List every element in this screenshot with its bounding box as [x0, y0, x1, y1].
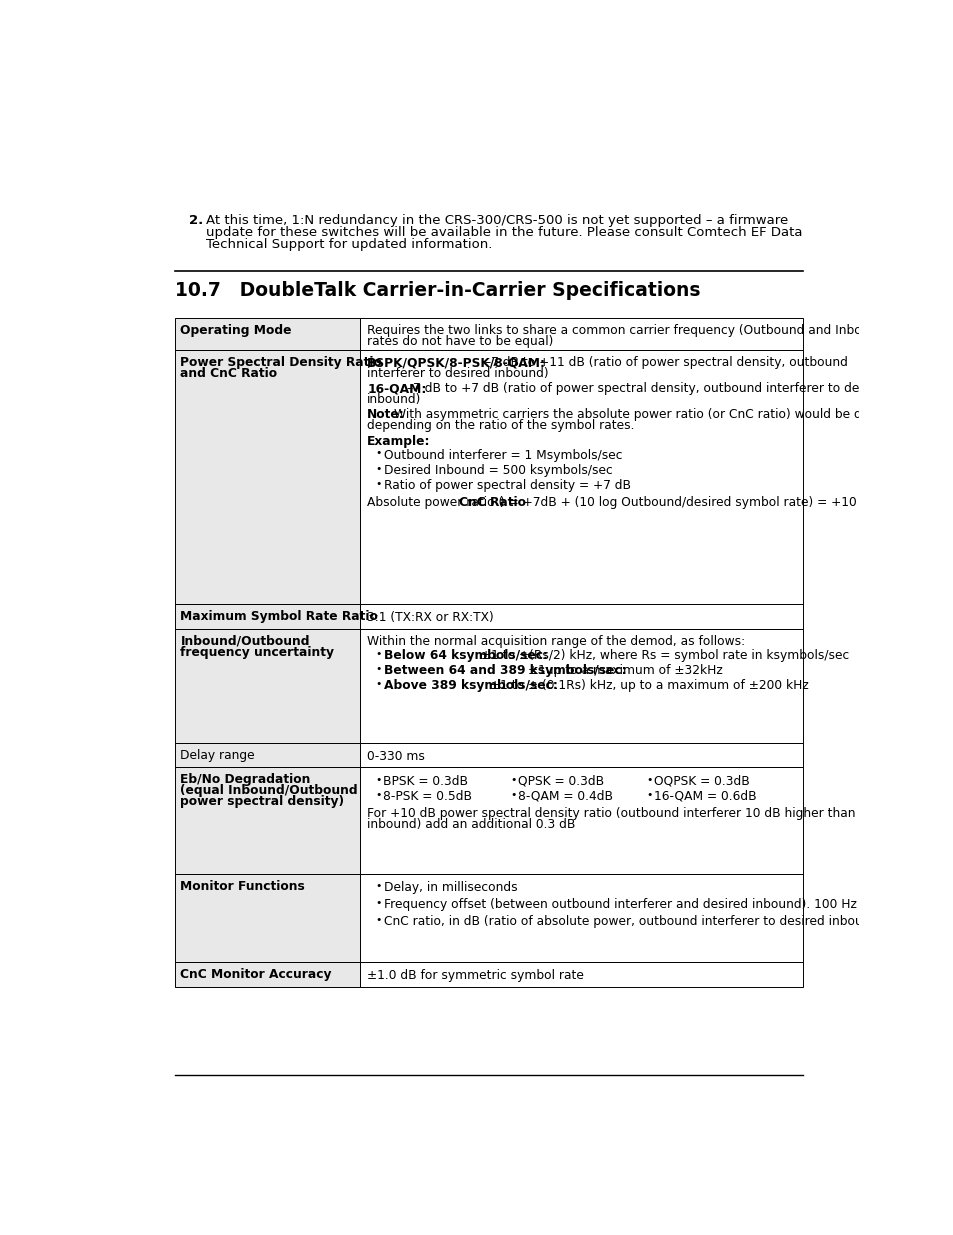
- Text: power spectral density): power spectral density): [180, 795, 344, 808]
- Text: Frequency offset (between outbound interferer and desired inbound). 100 Hz resol: Frequency offset (between outbound inter…: [384, 898, 921, 911]
- Text: 10.7 DoubleTalk Carrier-in-Carrier Specifications: 10.7 DoubleTalk Carrier-in-Carrier Speci…: [174, 280, 700, 300]
- Text: Below 64 ksymbols/sec:: Below 64 ksymbols/sec:: [384, 650, 548, 662]
- Text: With asymmetric carriers the absolute power ratio (or CnC ratio) would be differ: With asymmetric carriers the absolute po…: [394, 409, 909, 421]
- Text: 2.: 2.: [189, 214, 203, 227]
- Text: At this time, 1:N redundancy in the CRS-300/CRS-500 is not yet supported – a fir: At this time, 1:N redundancy in the CRS-…: [206, 214, 787, 227]
- Text: Between 64 and 389 ksymbols/sec:: Between 64 and 389 ksymbols/sec:: [384, 664, 626, 677]
- Text: Note:: Note:: [367, 409, 404, 421]
- Text: 16-QAM = 0.6dB: 16-QAM = 0.6dB: [653, 789, 756, 803]
- Bar: [360, 350, 802, 604]
- Text: Outbound interferer = 1 Msymbols/sec: Outbound interferer = 1 Msymbols/sec: [384, 448, 622, 462]
- Text: •: •: [375, 915, 381, 925]
- Text: BPSK = 0.3dB: BPSK = 0.3dB: [382, 776, 467, 788]
- Text: Desired Inbound = 500 ksymbols/sec: Desired Inbound = 500 ksymbols/sec: [384, 464, 613, 477]
- Bar: [360, 962, 802, 987]
- Text: 0-330 ms: 0-330 ms: [367, 750, 425, 762]
- Text: interferer to desired inbound): interferer to desired inbound): [367, 367, 548, 380]
- Text: Example:: Example:: [367, 435, 430, 447]
- Text: For +10 dB power spectral density ratio (outbound interferer 10 dB higher than d: For +10 dB power spectral density ratio …: [367, 808, 903, 820]
- Text: inbound) add an additional 0.3 dB: inbound) add an additional 0.3 dB: [367, 818, 575, 831]
- Text: •: •: [375, 679, 381, 689]
- Bar: [174, 767, 360, 873]
- Text: Requires the two links to share a common carrier frequency (Outbound and Inbound: Requires the two links to share a common…: [367, 324, 932, 337]
- Bar: [174, 604, 360, 629]
- Text: ) = +7dB + (10 log Outbound/desired symbol rate) = +10 dB: ) = +7dB + (10 log Outbound/desired symb…: [499, 496, 876, 509]
- Bar: [360, 604, 802, 629]
- Text: depending on the ratio of the symbol rates.: depending on the ratio of the symbol rat…: [367, 419, 634, 432]
- Text: Monitor Functions: Monitor Functions: [180, 879, 305, 893]
- Text: •: •: [375, 776, 381, 785]
- Text: •: •: [375, 650, 381, 659]
- Text: rates do not have to be equal): rates do not have to be equal): [367, 335, 553, 347]
- Bar: [174, 873, 360, 962]
- Text: Eb/No Degradation: Eb/No Degradation: [180, 773, 311, 787]
- Text: Delay range: Delay range: [180, 748, 254, 762]
- Text: •: •: [375, 448, 381, 458]
- Text: CnC ratio, in dB (ratio of absolute power, outbound interferer to desired inboun: CnC ratio, in dB (ratio of absolute powe…: [384, 915, 882, 929]
- Text: 16-QAM:: 16-QAM:: [367, 383, 426, 395]
- Text: Inbound/Outbound: Inbound/Outbound: [180, 635, 310, 648]
- Text: CnC Ratio: CnC Ratio: [458, 496, 525, 509]
- Text: •: •: [645, 789, 652, 799]
- Text: inbound): inbound): [367, 393, 421, 406]
- Text: Above 389 ksymbols/sec:: Above 389 ksymbols/sec:: [384, 679, 558, 692]
- Text: Within the normal acquisition range of the demod, as follows:: Within the normal acquisition range of t…: [367, 635, 744, 648]
- Text: BSPK/QPSK/8-PSK/8-QAM:: BSPK/QPSK/8-PSK/8-QAM:: [367, 356, 546, 369]
- Bar: [174, 317, 360, 350]
- Text: Technical Support for updated information.: Technical Support for updated informatio…: [206, 238, 492, 251]
- Text: •: •: [375, 479, 381, 489]
- Text: •: •: [375, 464, 381, 474]
- Text: •: •: [645, 776, 652, 785]
- Bar: [174, 350, 360, 604]
- Bar: [174, 629, 360, 742]
- Bar: [360, 767, 802, 873]
- Text: Maximum Symbol Rate Ratio: Maximum Symbol Rate Ratio: [180, 610, 378, 624]
- Bar: [360, 873, 802, 962]
- Text: •: •: [375, 664, 381, 674]
- Text: (equal Inbound/Outbound: (equal Inbound/Outbound: [180, 784, 357, 798]
- Text: 8-QAM = 0.4dB: 8-QAM = 0.4dB: [517, 789, 613, 803]
- Text: Operating Mode: Operating Mode: [180, 324, 292, 337]
- Text: and CnC Ratio: and CnC Ratio: [180, 367, 277, 380]
- Text: ±1up to a maximum of ±32kHz: ±1up to a maximum of ±32kHz: [528, 664, 722, 677]
- Text: ±1 to ± (0.1Rs) kHz, up to a maximum of ±200 kHz: ±1 to ± (0.1Rs) kHz, up to a maximum of …: [490, 679, 808, 692]
- Text: Power Spectral Density Ratio: Power Spectral Density Ratio: [180, 356, 382, 369]
- Text: •: •: [510, 776, 517, 785]
- Bar: [174, 742, 360, 767]
- Text: –7 dB to +7 dB (ratio of power spectral density, outbound interferer to desired: –7 dB to +7 dB (ratio of power spectral …: [406, 383, 888, 395]
- Text: Delay, in milliseconds: Delay, in milliseconds: [384, 882, 517, 894]
- Text: •: •: [375, 898, 381, 908]
- Text: Absolute power ratio (: Absolute power ratio (: [367, 496, 503, 509]
- Bar: [360, 629, 802, 742]
- Text: –7 dB to +11 dB (ratio of power spectral density, outbound: –7 dB to +11 dB (ratio of power spectral…: [484, 356, 847, 369]
- Text: 8-PSK = 0.5dB: 8-PSK = 0.5dB: [382, 789, 471, 803]
- Text: OQPSK = 0.3dB: OQPSK = 0.3dB: [653, 776, 749, 788]
- Text: ±1.0 dB for symmetric symbol rate: ±1.0 dB for symmetric symbol rate: [367, 969, 583, 982]
- Text: •: •: [375, 789, 381, 799]
- Text: •: •: [510, 789, 517, 799]
- Text: •: •: [375, 882, 381, 892]
- Text: frequency uncertainty: frequency uncertainty: [180, 646, 335, 658]
- Text: QPSK = 0.3dB: QPSK = 0.3dB: [517, 776, 604, 788]
- Text: 3:1 (TX:RX or RX:TX): 3:1 (TX:RX or RX:TX): [367, 611, 494, 624]
- Text: CnC Monitor Accuracy: CnC Monitor Accuracy: [180, 968, 332, 982]
- Bar: [360, 742, 802, 767]
- Text: ±1 to ±(Rs/2) kHz, where Rs = symbol rate in ksymbols/sec: ±1 to ±(Rs/2) kHz, where Rs = symbol rat…: [480, 650, 848, 662]
- Text: update for these switches will be available in the future. Please consult Comtec: update for these switches will be availa…: [206, 226, 801, 238]
- Bar: [174, 962, 360, 987]
- Bar: [360, 317, 802, 350]
- Text: Ratio of power spectral density = +7 dB: Ratio of power spectral density = +7 dB: [384, 479, 631, 493]
